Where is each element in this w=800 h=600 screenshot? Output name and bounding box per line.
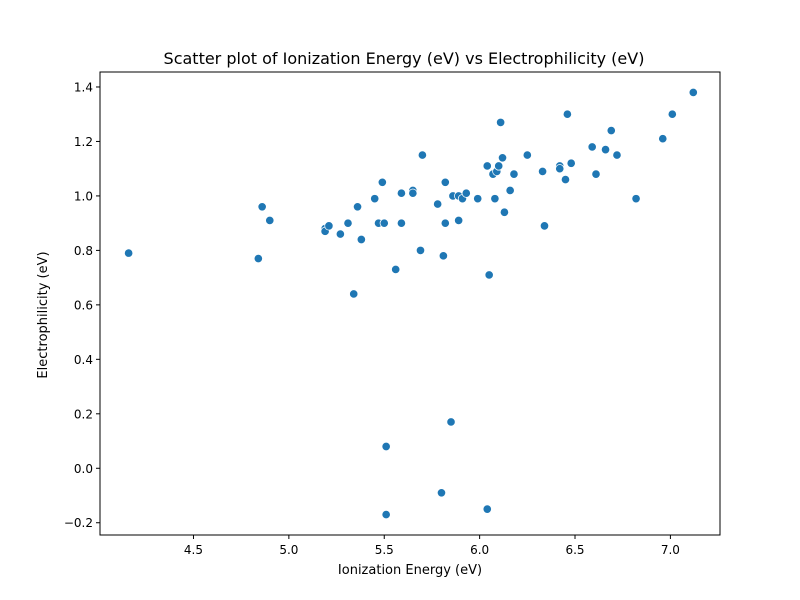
data-point bbox=[667, 109, 677, 119]
data-point bbox=[379, 218, 389, 228]
data-point bbox=[497, 153, 508, 163]
data-point bbox=[490, 194, 500, 204]
data-point bbox=[538, 166, 548, 176]
data-point bbox=[606, 125, 616, 136]
data-point bbox=[482, 504, 492, 514]
data-point bbox=[482, 161, 492, 171]
plot-frame bbox=[99, 71, 721, 536]
data-point bbox=[440, 177, 450, 187]
data-point bbox=[391, 264, 401, 275]
data-point bbox=[555, 164, 565, 174]
data-point bbox=[436, 488, 447, 498]
data-point bbox=[509, 169, 519, 179]
data-point bbox=[658, 134, 668, 144]
y-axis-label: Electrophilicity (eV) bbox=[36, 251, 51, 378]
data-point bbox=[370, 194, 380, 204]
data-point bbox=[600, 145, 611, 155]
data-point bbox=[396, 218, 406, 228]
data-point bbox=[539, 221, 550, 231]
data-point bbox=[417, 150, 427, 160]
data-point bbox=[377, 177, 387, 187]
data-point bbox=[612, 150, 622, 160]
data-point bbox=[349, 289, 359, 299]
y-tick-label: 0.2 bbox=[74, 407, 93, 421]
data-point bbox=[324, 221, 334, 231]
data-point bbox=[440, 218, 450, 228]
x-axis-label: Ionization Energy (eV) bbox=[338, 563, 482, 578]
data-point bbox=[356, 234, 366, 245]
y-tick-label: 1.2 bbox=[74, 135, 93, 149]
data-point bbox=[688, 87, 698, 98]
x-tick-label: 5.5 bbox=[375, 543, 394, 557]
data-point bbox=[265, 215, 275, 226]
data-point bbox=[591, 169, 601, 179]
data-point bbox=[562, 109, 572, 119]
data-point bbox=[566, 158, 576, 168]
y-tick-label: 0.0 bbox=[74, 462, 93, 476]
plot-area: 4.5 5.0 5.5 6.0 6.5 7.0 −0.2 0.0 0.2 0.4 0.6 0.8 1.0… bbox=[64, 71, 721, 557]
y-tick-label: 1.0 bbox=[74, 189, 93, 203]
data-point bbox=[454, 215, 464, 226]
data-point bbox=[505, 185, 515, 196]
data-point bbox=[415, 245, 426, 255]
y-tick-label: 0.8 bbox=[74, 244, 93, 258]
data-point bbox=[499, 207, 510, 217]
data-point bbox=[473, 194, 483, 204]
data-point bbox=[484, 270, 494, 280]
data-point bbox=[522, 150, 532, 160]
data-point bbox=[257, 202, 267, 212]
data-point bbox=[253, 253, 263, 264]
data-point bbox=[496, 117, 506, 127]
x-tick-label: 6.0 bbox=[470, 543, 489, 557]
data-point bbox=[408, 188, 418, 198]
data-point bbox=[335, 229, 345, 239]
data-point bbox=[352, 202, 363, 212]
data-point bbox=[587, 142, 597, 152]
y-tick-label: 0.6 bbox=[74, 298, 93, 312]
data-point bbox=[381, 441, 391, 452]
x-tick-label: 6.5 bbox=[565, 543, 584, 557]
data-point bbox=[494, 161, 504, 171]
data-point bbox=[396, 188, 406, 198]
data-point bbox=[124, 248, 134, 258]
data-point bbox=[433, 199, 443, 209]
chart-title: Scatter plot of Ionization Energy (eV) v… bbox=[164, 49, 645, 68]
x-tick-label: 7.0 bbox=[661, 543, 680, 557]
y-tick-label: 0.4 bbox=[74, 353, 93, 367]
x-tick-label: 5.0 bbox=[279, 543, 298, 557]
data-point bbox=[343, 218, 353, 228]
data-point bbox=[381, 509, 391, 520]
data-point bbox=[560, 175, 571, 185]
data-point bbox=[446, 417, 456, 427]
x-tick-label: 4.5 bbox=[184, 543, 203, 557]
y-tick-label: −0.2 bbox=[64, 516, 93, 530]
data-point bbox=[461, 188, 471, 198]
data-point bbox=[438, 251, 448, 261]
data-point bbox=[631, 194, 641, 204]
y-tick-label: 1.4 bbox=[74, 80, 93, 94]
